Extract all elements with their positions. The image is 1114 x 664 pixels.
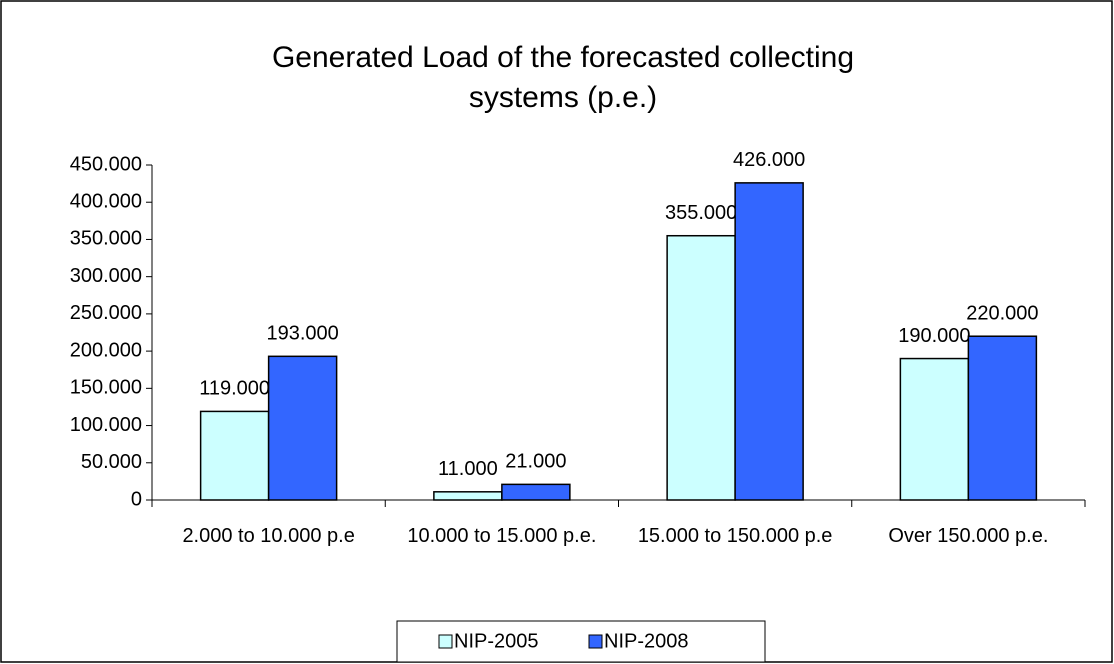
x-tick-label: 15.000 to 150.000 p.e (637, 525, 833, 547)
data-label: 21.000 (505, 451, 566, 473)
bar (433, 491, 503, 501)
legend-label: NIP-2008 (604, 630, 689, 652)
y-tick-label: 450.000 (70, 153, 142, 175)
data-label: 355.000 (665, 202, 737, 224)
x-tick-label: Over 150.000 p.e. (888, 525, 1049, 547)
y-tick-label: 100.000 (70, 414, 142, 436)
data-label: 11.000 (438, 458, 498, 480)
y-tick-label: 150.000 (70, 377, 142, 399)
bar (267, 355, 338, 501)
chart-title: Generated Load of the forecasted collect… (271, 41, 855, 114)
bar (199, 410, 270, 501)
legend-label: NIP-2005 (454, 630, 539, 652)
y-tick-label: 250.000 (70, 302, 142, 324)
bar (899, 357, 970, 501)
y-tick-label: 350.000 (70, 228, 142, 250)
bar (967, 335, 1038, 501)
data-label: 220.000 (966, 303, 1038, 325)
legend-swatch (438, 634, 453, 649)
bar (666, 234, 736, 501)
data-label: 426.000 (733, 149, 805, 171)
y-tick-label: 50.000 (81, 451, 142, 473)
legend-box (396, 620, 766, 663)
bar (734, 182, 804, 501)
y-tick-label: 0 (131, 488, 142, 510)
x-tick-label: 2.000 to 10.000 p.e (182, 525, 355, 547)
y-tick-label: 300.000 (70, 265, 142, 287)
legend-swatch (588, 634, 603, 649)
data-label: 190.000 (898, 325, 970, 347)
y-tick-label: 200.000 (70, 339, 142, 361)
data-label: 119.000 (199, 378, 270, 400)
x-tick-label: 10.000 to 15.000 p.e. (407, 525, 597, 547)
bar (501, 483, 571, 501)
y-tick-label: 400.000 (70, 191, 142, 213)
data-label: 193.000 (266, 323, 338, 345)
